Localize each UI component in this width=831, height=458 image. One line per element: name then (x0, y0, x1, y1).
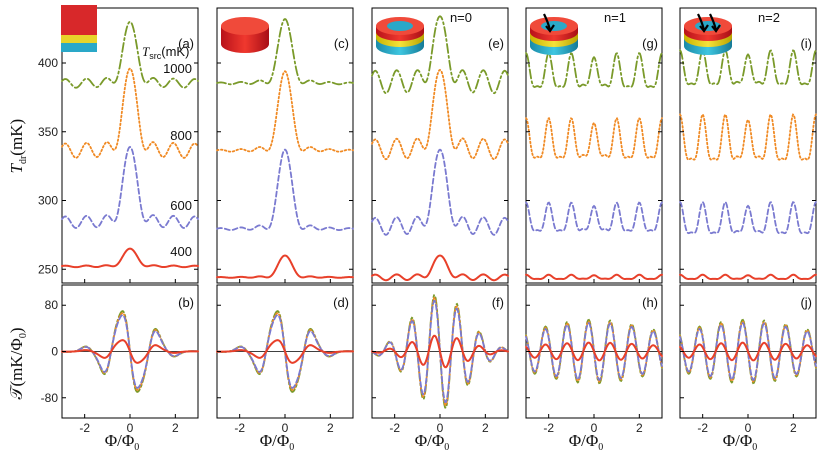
series-line-600 (216, 148, 354, 231)
x-tick-label: -2 (543, 421, 554, 435)
series-line-800 (371, 68, 509, 161)
ring-icon (530, 13, 578, 55)
panel-label: (d) (333, 295, 349, 310)
series-line-800 (61, 67, 199, 159)
y-tick-label: 80 (45, 298, 59, 312)
x-tick-label: -2 (234, 421, 245, 435)
x-tick-label: 2 (790, 421, 797, 435)
x-tick-label: -2 (697, 421, 708, 435)
series-line-1000 (525, 52, 663, 88)
x-tick-label: 2 (172, 421, 179, 435)
x-tick-label: 2 (636, 421, 643, 435)
x-axis-title: Φ/Φ0 (569, 431, 604, 453)
panel-label: (i) (800, 36, 812, 51)
film-icon (61, 5, 97, 52)
film-layer (61, 43, 97, 52)
series-line-400 (679, 273, 817, 280)
x-axis-title: Φ/Φ0 (723, 431, 758, 453)
film-layer (61, 5, 97, 35)
vortex-arrow-icon (709, 13, 718, 31)
derivative-line-400 (371, 334, 509, 369)
series-line-600 (371, 148, 509, 236)
x-tick-label: 0 (745, 421, 752, 435)
x-tick-label: -2 (389, 421, 400, 435)
vortex-arrow-icon (711, 24, 721, 33)
panel-label: (g) (642, 36, 658, 51)
y-tick-label: 0 (51, 345, 58, 359)
series-line-800 (216, 70, 354, 153)
x-tick-label: 0 (282, 421, 289, 435)
x-axis-title: Φ/Φ0 (260, 431, 295, 453)
panel-label: (j) (800, 295, 812, 310)
x-tick-label: -2 (79, 421, 90, 435)
vortex-arrow-icon (545, 24, 555, 33)
panel-label: (c) (334, 36, 349, 51)
disk-top (221, 17, 269, 35)
series-line-1000 (61, 20, 199, 89)
series-label-1000: 1000 (163, 61, 192, 76)
derivative-line-400 (679, 341, 817, 362)
series-label-600: 600 (170, 198, 192, 213)
derivative-line-400 (525, 341, 663, 362)
ring-icon (376, 17, 424, 55)
x-tick-label: 0 (127, 421, 134, 435)
x-tick-label: 2 (327, 421, 334, 435)
y-tick-label: 350 (38, 125, 58, 139)
derivative-line-400 (216, 339, 354, 364)
panel-label: (f) (492, 295, 504, 310)
vortex-arrow-icon (699, 24, 709, 33)
series-line-600 (679, 201, 817, 235)
y-tick-label: 400 (38, 56, 58, 70)
vortex-arrow-icon (697, 13, 706, 31)
series-line-1000 (216, 17, 354, 86)
panel-note: n=2 (758, 10, 780, 25)
disk-icon (221, 17, 269, 53)
series-label-800: 800 (170, 128, 192, 143)
panel-label: (a) (178, 36, 194, 51)
series-line-400 (216, 254, 354, 279)
x-axis-title: Φ/Φ0 (415, 431, 450, 453)
series-line-600 (525, 201, 663, 232)
panel-label: (b) (178, 295, 194, 310)
x-tick-label: 0 (591, 421, 598, 435)
top-y-axis-title: Tdr(mK) (7, 119, 29, 174)
x-tick-label: 2 (482, 421, 489, 435)
legend-title: Tsrc(mK) (142, 44, 189, 61)
x-tick-label: 0 (437, 421, 444, 435)
series-line-800 (679, 113, 817, 161)
series-line-1000 (679, 49, 817, 86)
series-line-800 (525, 117, 663, 159)
series-line-600 (61, 145, 199, 229)
panel-label: (h) (642, 295, 658, 310)
bottom-y-axis-title: 𝒯(mK/Φ0) (7, 327, 29, 399)
y-tick-label: 300 (38, 194, 58, 208)
panel-note: n=0 (450, 10, 472, 25)
series-line-400 (371, 254, 509, 282)
y-tick-label: 250 (38, 262, 58, 276)
ring-icon (684, 13, 732, 55)
vortex-arrow-icon (543, 13, 552, 31)
derivative-line-400 (61, 339, 199, 364)
series-label-400: 400 (170, 244, 192, 259)
panel-label: (e) (488, 36, 504, 51)
film-layer (61, 35, 97, 43)
series-line-400 (61, 247, 199, 269)
panel-note: n=1 (604, 10, 626, 25)
series-line-400 (525, 273, 663, 280)
x-axis-title: Φ/Φ0 (105, 431, 140, 453)
y-tick-label: -80 (41, 391, 59, 405)
series-line-1000 (371, 15, 509, 95)
ring-hole (387, 21, 413, 31)
